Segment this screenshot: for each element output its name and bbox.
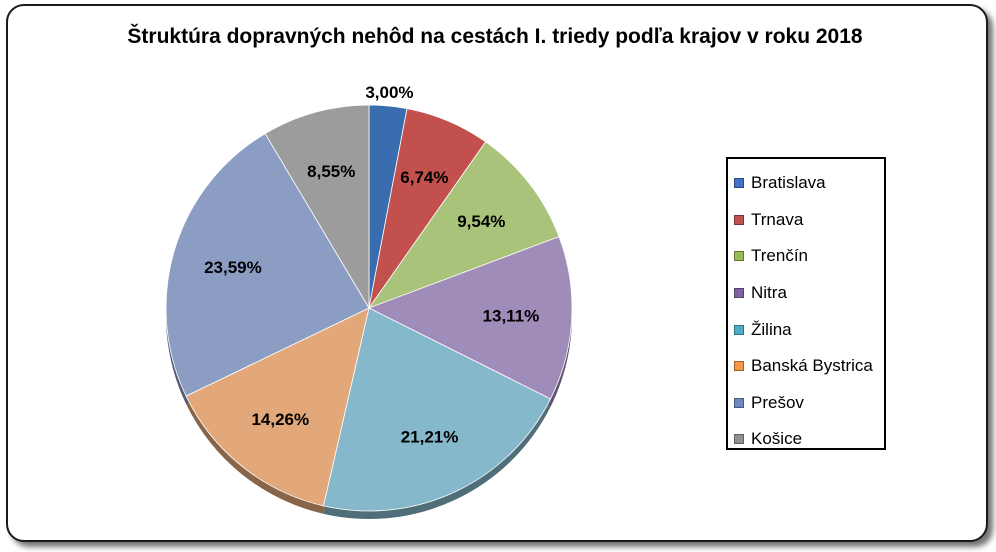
- pie-slice-košice: [264, 104, 370, 310]
- pie-slice-banská-bystrica: [185, 307, 370, 507]
- legend-swatch: [734, 251, 744, 262]
- legend-item: Žilina: [734, 311, 884, 348]
- legend-label: Prešov: [751, 392, 804, 412]
- legend-label: Banská Bystrica: [751, 356, 873, 376]
- legend-swatch: [734, 324, 744, 335]
- legend-item: Trenčín: [734, 238, 884, 275]
- legend-item: Banská Bystrica: [734, 348, 884, 385]
- data-label-7: 23,59%: [204, 258, 262, 277]
- pie-slice-žilina: [322, 307, 552, 512]
- legend-label: Trnava: [751, 209, 804, 229]
- pie-slice-prešov: [165, 133, 370, 397]
- pie-slice-trenčín: [367, 141, 560, 309]
- legend-label: Nitra: [751, 283, 787, 303]
- chart-title: Štruktúra dopravných nehôd na cestách I.…: [127, 25, 863, 48]
- legend-label: Trenčín: [751, 246, 809, 266]
- legend-label: Bratislava: [751, 173, 826, 193]
- data-label-4: 13,11%: [483, 306, 540, 325]
- data-label-8: 8,55%: [307, 162, 355, 181]
- data-label-5: 21,21%: [401, 428, 459, 447]
- legend-item: Prešov: [734, 385, 884, 422]
- legend-swatch: [734, 178, 744, 189]
- legend-swatch: [734, 214, 744, 225]
- chart-legend: Bratislava Trnava Trenčín Nitra Žilina Banská…: [726, 157, 886, 450]
- legend-swatch: [734, 434, 744, 445]
- legend-swatch: [734, 288, 744, 299]
- legend-item: Košice: [734, 421, 884, 458]
- data-label-3: 9,54%: [457, 212, 505, 231]
- data-label-2: 6,74%: [400, 168, 448, 187]
- legend-item: Trnava: [734, 202, 884, 239]
- pie-slice-nitra: [368, 236, 573, 400]
- legend-label: Košice: [751, 429, 803, 449]
- legend-swatch: [734, 361, 744, 372]
- legend-item: Nitra: [734, 275, 884, 312]
- data-label-6: 14,26%: [251, 410, 309, 429]
- legend-label: Žilina: [751, 319, 792, 339]
- legend-swatch: [734, 397, 744, 408]
- data-label-1: 3,00%: [365, 83, 413, 102]
- legend-item: Bratislava: [734, 165, 884, 202]
